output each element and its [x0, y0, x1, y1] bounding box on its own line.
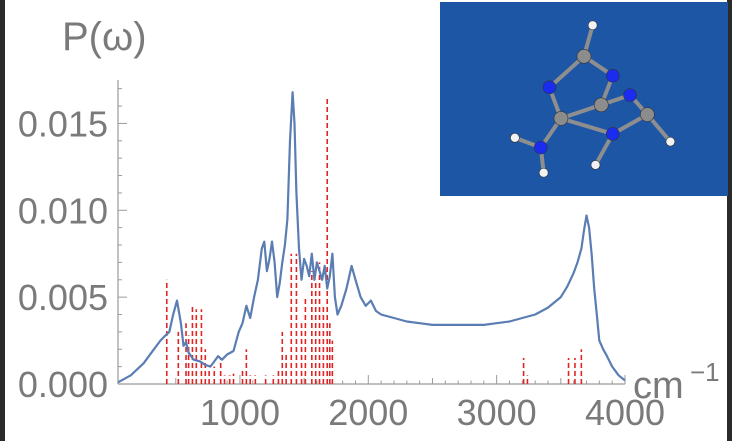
atom-n: [605, 68, 620, 83]
x-tick-label: 3000: [457, 392, 537, 433]
stick-spectrum: [165, 97, 583, 384]
x-tick-label: 4000: [585, 392, 665, 433]
y-axis-label: P(ω): [62, 15, 147, 59]
y-tick-label: 0.015: [18, 103, 108, 144]
inset-background: [440, 2, 728, 196]
atom-c: [640, 107, 655, 122]
spectrum-series-line: [117, 91, 626, 384]
x-tick-label: 1000: [200, 392, 280, 433]
power-spectrum-line: [117, 91, 626, 384]
y-tick-label: 0.005: [18, 277, 108, 318]
atom-h: [538, 167, 549, 178]
x-axis-unit-exponent: −1: [690, 357, 720, 387]
x-tick-label: 2000: [328, 392, 408, 433]
atom-n: [533, 140, 548, 155]
atom-h: [590, 160, 601, 170]
atom-h: [510, 133, 520, 143]
bond: [558, 116, 615, 136]
y-tick-label: 0.010: [18, 190, 108, 231]
atom-n: [542, 80, 557, 95]
bond: [547, 54, 586, 90]
atom-n: [605, 127, 620, 141]
x-axis-unit: cm: [633, 365, 684, 407]
atom-h: [665, 136, 676, 147]
molecule-inset: [440, 2, 728, 196]
x-tick-labels: 1000 2000 3000 4000: [200, 392, 665, 433]
atom-c: [576, 49, 592, 64]
atom-n: [623, 88, 637, 102]
y-tick-labels: 0.000 0.005 0.010 0.015: [18, 103, 108, 405]
atom-c: [553, 111, 569, 126]
y-tick-label: 0.000: [18, 364, 108, 405]
atom-c: [593, 97, 609, 113]
atom-h: [587, 20, 598, 31]
